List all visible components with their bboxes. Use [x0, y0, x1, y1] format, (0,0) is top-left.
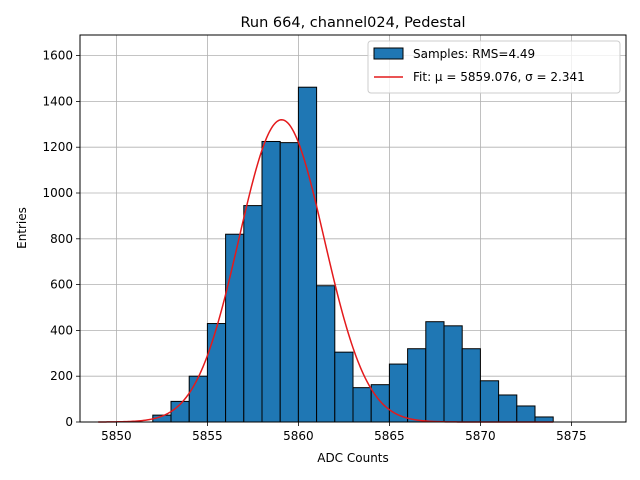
x-axis-label: ADC Counts	[317, 451, 389, 465]
histogram-bar	[352, 387, 372, 423]
histogram-bar	[225, 233, 245, 423]
x-tick-label: 5860	[283, 429, 314, 443]
x-tick-label: 5855	[192, 429, 223, 443]
x-tick-label: 5875	[556, 429, 587, 443]
x-tick-label: 5870	[465, 429, 496, 443]
y-tick-label: 1200	[42, 140, 73, 154]
y-tick-label: 600	[50, 278, 73, 292]
legend: Samples: RMS=4.49 Fit: μ = 5859.076, σ =…	[367, 40, 621, 94]
histogram-bar	[334, 351, 354, 423]
legend-box	[367, 40, 621, 94]
histogram-bar	[516, 405, 536, 423]
histogram-bars	[152, 86, 554, 423]
legend-swatch-samples	[373, 47, 404, 60]
x-tick-label: 5850	[101, 429, 132, 443]
histogram-bar	[498, 394, 518, 423]
histogram-bar	[388, 363, 409, 423]
histogram-bar	[316, 285, 336, 423]
histogram-bar	[243, 205, 263, 423]
y-tick-label: 200	[50, 369, 73, 383]
histogram-bar	[407, 348, 427, 423]
y-tick-label: 800	[50, 232, 73, 246]
y-axis-label: Entries	[15, 207, 29, 249]
y-tick-label: 0	[65, 415, 73, 429]
histogram-bar	[279, 142, 299, 423]
x-tick-label: 5865	[374, 429, 405, 443]
histogram-bar	[443, 325, 463, 423]
histogram-bar	[370, 384, 390, 423]
histogram-bar	[188, 375, 208, 423]
y-axis-ticks: 0 200 400 600 800 1000 1200 1400 1600	[42, 49, 80, 429]
histogram-bar	[206, 323, 227, 423]
histogram-bar	[479, 380, 500, 423]
plot-frame	[79, 34, 627, 423]
x-axis-ticks: 5850 5855 5860 5865 5870 5875	[101, 422, 587, 443]
histogram-bar	[297, 86, 318, 423]
chart-title: Run 664, channel024, Pedestal	[240, 15, 465, 31]
legend-label-fit: Fit: μ = 5859.076, σ = 2.341	[413, 70, 585, 84]
legend-label-samples: Samples: RMS=4.49	[413, 47, 535, 61]
histogram-bar	[261, 140, 281, 423]
histogram-bar	[425, 321, 445, 423]
y-tick-label: 1600	[42, 49, 73, 63]
histogram-bar	[461, 348, 481, 423]
y-tick-label: 1400	[42, 94, 73, 108]
y-tick-label: 1000	[42, 186, 73, 200]
y-tick-label: 400	[50, 323, 73, 337]
histogram-bar	[534, 416, 554, 423]
